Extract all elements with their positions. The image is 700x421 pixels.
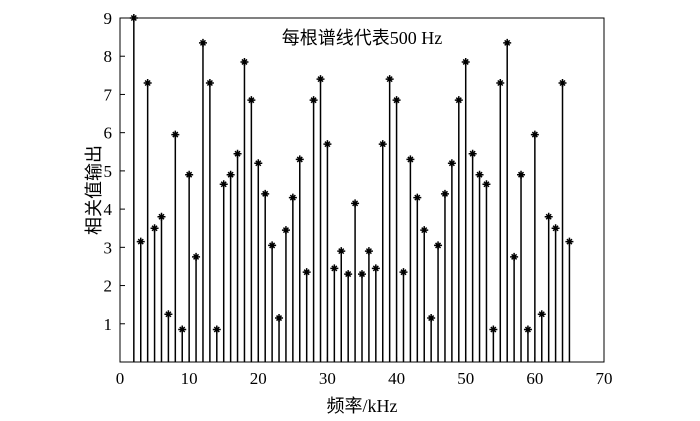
stem-marker bbox=[247, 96, 256, 105]
stem-marker bbox=[281, 226, 290, 235]
stem-marker bbox=[275, 314, 284, 323]
stem-marker bbox=[461, 57, 470, 66]
stem-marker bbox=[482, 180, 491, 189]
stem-marker bbox=[427, 314, 436, 323]
stem-marker bbox=[157, 212, 166, 221]
y-tick-label: 7 bbox=[104, 85, 113, 104]
stem-marker bbox=[136, 237, 145, 246]
x-tick-label: 10 bbox=[181, 369, 198, 388]
x-tick-label: 30 bbox=[319, 369, 336, 388]
stem-marker bbox=[489, 325, 498, 334]
stem-marker bbox=[510, 252, 519, 261]
stem-marker bbox=[392, 96, 401, 105]
stem-marker bbox=[337, 247, 346, 256]
stem-marker bbox=[316, 75, 325, 84]
stem-marker bbox=[302, 268, 311, 277]
stem-marker bbox=[358, 270, 366, 279]
stem-marker bbox=[351, 199, 360, 208]
stem-marker bbox=[254, 159, 263, 168]
stem-marker bbox=[226, 170, 235, 179]
stem-marker bbox=[371, 264, 380, 273]
x-tick-label: 20 bbox=[250, 369, 267, 388]
stem-marker bbox=[378, 140, 387, 149]
stem-marker bbox=[420, 226, 429, 235]
stem-marker bbox=[364, 247, 373, 256]
stem-marker bbox=[171, 130, 180, 139]
stem-marker bbox=[454, 96, 463, 105]
x-tick-label: 0 bbox=[116, 369, 125, 388]
stem-marker bbox=[268, 241, 277, 250]
stem-marker bbox=[309, 96, 318, 105]
stem-marker bbox=[219, 180, 228, 189]
annotation: 每根谱线代表500 Hz bbox=[282, 28, 443, 48]
stem-marker bbox=[475, 170, 484, 179]
stem-marker bbox=[178, 325, 187, 334]
stem-marker bbox=[212, 325, 221, 334]
stem-marker bbox=[544, 212, 553, 221]
y-tick-label: 3 bbox=[104, 238, 113, 257]
stem-marker bbox=[198, 38, 207, 47]
y-tick-label: 5 bbox=[104, 162, 113, 181]
y-tick-label: 2 bbox=[104, 277, 113, 296]
y-axis-label: 相关值输出 bbox=[84, 145, 104, 235]
stem-marker bbox=[295, 155, 304, 164]
stem-marker bbox=[565, 237, 574, 246]
stem-marker bbox=[503, 38, 512, 47]
stem-marker bbox=[143, 78, 152, 87]
stem-marker bbox=[164, 310, 173, 319]
y-tick-label: 9 bbox=[104, 9, 113, 28]
y-tick-label: 4 bbox=[104, 200, 113, 219]
stem-marker bbox=[233, 149, 242, 158]
stem-marker bbox=[530, 130, 539, 139]
stem-marker bbox=[150, 224, 159, 233]
x-tick-label: 40 bbox=[388, 369, 405, 388]
x-tick-label: 50 bbox=[457, 369, 474, 388]
x-axis-label: 频率/kHz bbox=[327, 396, 398, 416]
stem-marker bbox=[330, 264, 339, 273]
stem-marker bbox=[385, 75, 394, 84]
stem-marker bbox=[185, 170, 194, 179]
stem-marker bbox=[129, 14, 138, 22]
y-tick-label: 1 bbox=[104, 315, 113, 334]
stem-marker bbox=[344, 270, 353, 279]
stem-marker bbox=[537, 310, 546, 319]
stem-marker bbox=[496, 78, 505, 87]
stem-marker bbox=[434, 241, 443, 250]
x-tick-label: 70 bbox=[596, 369, 613, 388]
y-tick-label: 8 bbox=[104, 47, 113, 66]
stem-marker bbox=[399, 268, 408, 277]
stem-marker bbox=[406, 155, 415, 164]
stem-marker bbox=[192, 252, 201, 261]
stem-marker bbox=[288, 193, 297, 202]
y-tick-label: 6 bbox=[104, 124, 113, 143]
stem-marker bbox=[205, 78, 214, 87]
stem-marker bbox=[523, 325, 532, 334]
x-tick-label: 60 bbox=[526, 369, 543, 388]
stem-marker bbox=[261, 189, 270, 198]
stem-marker bbox=[323, 140, 332, 149]
stem-marker bbox=[440, 189, 449, 198]
stem-marker bbox=[551, 224, 560, 233]
stem-marker bbox=[413, 193, 422, 202]
stem-marker bbox=[447, 159, 456, 168]
stem-marker bbox=[558, 78, 567, 87]
stem-marker bbox=[468, 149, 477, 158]
stem-marker bbox=[517, 170, 526, 179]
stem-marker bbox=[240, 57, 249, 66]
